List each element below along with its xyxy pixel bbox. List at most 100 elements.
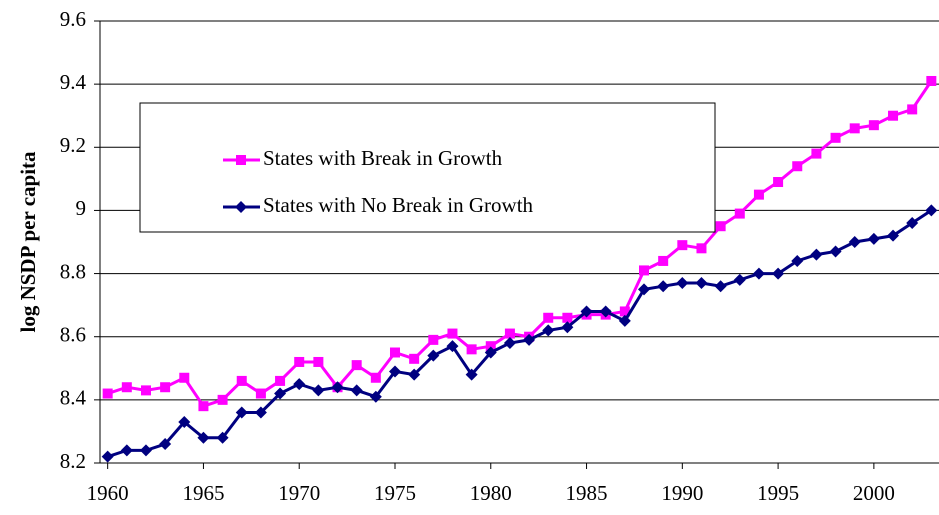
marker [446, 340, 459, 353]
marker [830, 132, 841, 143]
marker [925, 204, 938, 217]
marker [829, 245, 842, 258]
marker [485, 341, 496, 352]
marker [389, 347, 400, 358]
marker [773, 177, 784, 188]
y-tick-label: 8.8 [60, 259, 86, 283]
marker [121, 382, 132, 393]
y-tick-label: 9.4 [60, 70, 87, 94]
marker [658, 255, 669, 266]
marker [197, 431, 210, 444]
marker [312, 384, 325, 397]
marker [695, 277, 708, 290]
y-tick-label: 8.2 [60, 449, 86, 473]
marker [198, 401, 209, 412]
marker [657, 280, 670, 293]
marker [811, 148, 822, 159]
marker [753, 189, 764, 200]
marker [792, 161, 803, 172]
marker [102, 388, 113, 399]
marker [714, 280, 727, 293]
marker [178, 415, 191, 428]
marker [543, 312, 554, 323]
y-tick-label: 8.6 [60, 323, 86, 347]
marker [351, 360, 362, 371]
marker [504, 328, 515, 339]
marker [810, 248, 823, 261]
marker [370, 372, 381, 383]
marker [275, 375, 286, 386]
marker [639, 265, 650, 276]
marker [447, 328, 458, 339]
marker [848, 236, 861, 248]
marker [867, 232, 880, 245]
x-tick-label: 1990 [661, 481, 703, 505]
marker [523, 333, 536, 346]
legend-label: States with No Break in Growth [263, 193, 534, 217]
marker [926, 75, 937, 86]
marker [293, 378, 306, 391]
marker [331, 381, 344, 394]
y-tick-label: 8.4 [60, 386, 87, 410]
marker [179, 372, 190, 383]
x-tick-label: 1985 [566, 481, 608, 505]
marker [235, 201, 247, 213]
y-tick-label: 9.6 [60, 7, 86, 31]
y-tick-label: 9 [76, 196, 87, 220]
x-tick-label: 1980 [470, 481, 512, 505]
marker [139, 444, 152, 457]
marker [408, 368, 421, 381]
marker [216, 431, 229, 444]
marker [580, 305, 593, 318]
y-axis-label: log NSDP per capita [16, 151, 40, 333]
marker [235, 406, 248, 419]
x-tick-label: 2000 [853, 481, 895, 505]
marker [466, 344, 477, 355]
marker [676, 277, 689, 290]
marker [906, 217, 919, 230]
series-line [107, 209, 933, 459]
marker [217, 394, 228, 405]
marker [599, 305, 612, 318]
marker [887, 229, 900, 242]
marker [101, 450, 114, 463]
y-tick-label: 9.2 [60, 133, 86, 157]
marker [294, 356, 305, 367]
marker [159, 438, 172, 451]
marker [696, 243, 707, 254]
marker [752, 267, 765, 280]
marker [677, 240, 688, 251]
marker [313, 356, 324, 367]
x-tick-label: 1975 [374, 481, 416, 505]
marker [236, 155, 246, 165]
marker [274, 387, 287, 400]
legend-box [139, 102, 716, 233]
marker [618, 314, 631, 327]
marker [638, 283, 651, 296]
marker [619, 306, 630, 317]
marker [561, 321, 574, 334]
marker [791, 254, 804, 267]
marker [503, 337, 516, 350]
marker [388, 365, 401, 378]
marker [562, 312, 573, 323]
marker [409, 353, 420, 364]
marker [542, 324, 555, 337]
marker [465, 368, 478, 381]
marker [369, 390, 382, 403]
x-tick-label: 1965 [182, 481, 224, 505]
marker [907, 104, 918, 115]
x-tick-label: 1995 [757, 481, 799, 505]
x-tick-label: 1970 [278, 481, 320, 505]
marker [888, 110, 899, 121]
marker [772, 267, 785, 280]
marker [849, 123, 860, 134]
marker [734, 208, 745, 219]
x-tick-label: 1960 [87, 481, 129, 505]
marker [350, 384, 363, 397]
marker [733, 273, 746, 286]
marker [236, 375, 247, 386]
legend-label: States with Break in Growth [263, 146, 503, 170]
